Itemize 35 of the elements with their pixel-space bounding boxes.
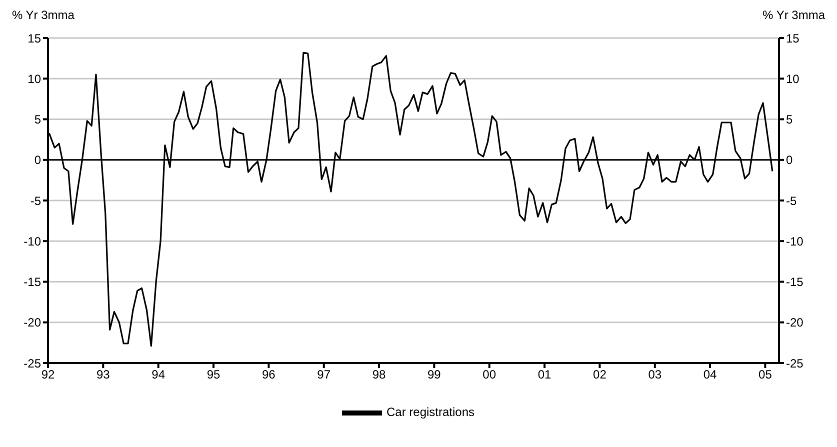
- x-tick-label: 96: [262, 368, 276, 382]
- y-tick-label: 15: [28, 31, 42, 46]
- y2-tick-label: 5: [786, 112, 793, 127]
- x-tick-label: 92: [41, 368, 55, 382]
- y-tick-label: -20: [24, 316, 42, 330]
- y2-tick-label: 10: [786, 72, 800, 86]
- x-tick-label: 97: [317, 368, 331, 382]
- y2-tick-label: -20: [786, 316, 804, 330]
- y2-tick-label: 0: [786, 153, 793, 168]
- x-tick-label: 02: [593, 368, 607, 382]
- y-tick-label: 0: [34, 153, 42, 168]
- x-tick-label: 04: [703, 368, 718, 382]
- x-tick-label: 05: [758, 368, 772, 382]
- y-tick-label: -25: [24, 356, 42, 370]
- y2-tick-label: -5: [786, 194, 797, 208]
- y-tick-label: 5: [34, 112, 42, 127]
- y-axis-title: % Yr 3mma: [12, 8, 74, 22]
- x-tick-label: 99: [428, 368, 442, 382]
- y2-tick-label: -25: [786, 356, 804, 370]
- x-tick-label: 00: [482, 368, 496, 382]
- y2-axis-title: % Yr 3mma: [762, 8, 825, 22]
- x-tick-label: 98: [372, 368, 386, 382]
- x-tick-label: 93: [96, 368, 110, 382]
- y-tick-label: -5: [30, 194, 42, 208]
- x-tick-label: 03: [648, 368, 662, 382]
- x-tick-label: 94: [152, 368, 166, 382]
- y2-tick-label: -10: [786, 234, 804, 248]
- legend-label: Car registrations: [386, 405, 475, 420]
- y2-tick-label: -15: [786, 275, 804, 290]
- y-tick-label: -15: [24, 275, 42, 290]
- y2-tick-label: 15: [786, 31, 800, 46]
- y-tick-label: 10: [28, 72, 42, 86]
- x-tick-label: 01: [538, 368, 552, 382]
- y-tick-label: -10: [24, 234, 42, 248]
- x-tick-label: 95: [206, 368, 221, 382]
